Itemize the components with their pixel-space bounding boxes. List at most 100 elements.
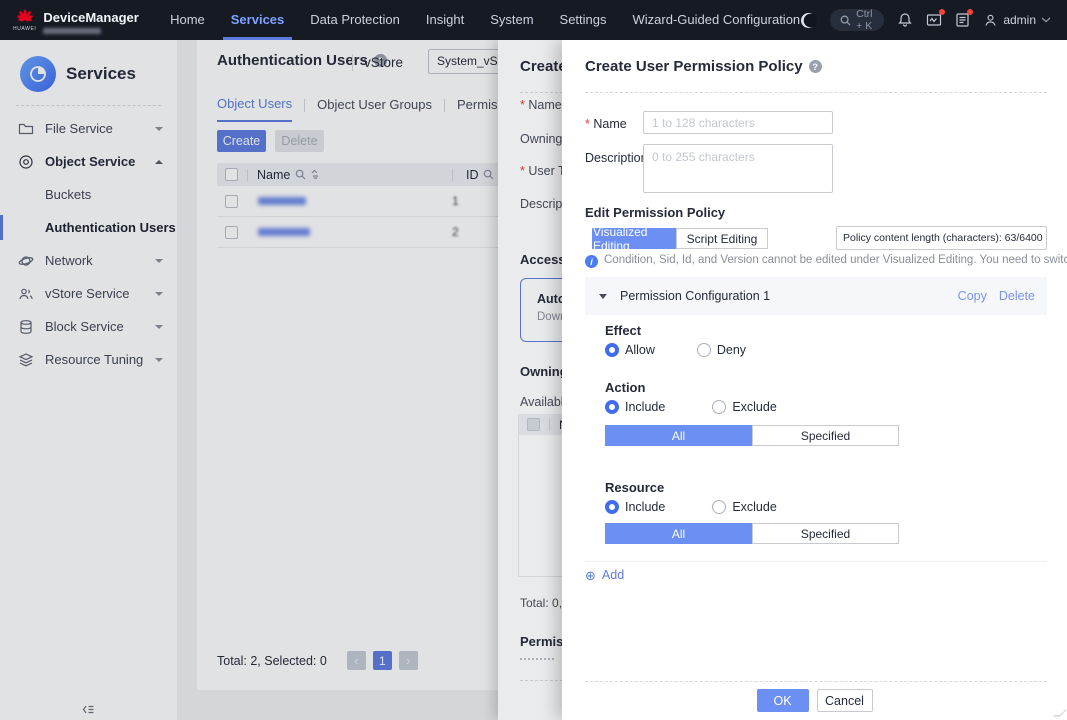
product-name: DeviceManager: [43, 10, 139, 25]
brand: HUAWEI DeviceManager: [0, 6, 158, 34]
page-title: Authentication Users: [217, 52, 387, 69]
segment-all[interactable]: All: [605, 523, 752, 544]
editing-mode-tabs: Visualized Editing Script Editing: [592, 225, 768, 253]
action-scope-segments: All Specified: [605, 425, 899, 446]
radio-exclude[interactable]: [712, 500, 727, 514]
select-all-checkbox[interactable]: [527, 418, 540, 431]
folder-icon: [18, 121, 34, 137]
performance-monitor-icon[interactable]: [926, 9, 946, 28]
row-checkbox[interactable]: [225, 194, 238, 208]
cancel-button[interactable]: Cancel: [816, 689, 873, 712]
plus-circle-icon: ⊕: [585, 567, 596, 583]
name-input[interactable]: [643, 111, 833, 134]
action-heading: Action: [605, 380, 646, 395]
nav-item-system[interactable]: System: [490, 12, 534, 27]
prev-page-button[interactable]: [346, 651, 366, 670]
segment-specified[interactable]: Specified: [752, 523, 899, 544]
tab-object-user-groups[interactable]: Object User Groups: [317, 97, 433, 112]
nav-item-insight[interactable]: Insight: [425, 12, 465, 27]
radio-deny[interactable]: [696, 343, 711, 357]
sort-icon: [311, 169, 319, 179]
nav-item-settings[interactable]: Settings: [559, 12, 607, 27]
effect-options: Allow Deny: [605, 343, 746, 357]
global-search[interactable]: Ctrl + K: [830, 8, 885, 32]
drawer-name-label: Name: [520, 98, 561, 112]
user-name-link-redacted[interactable]: [258, 197, 306, 205]
name-column-header[interactable]: Name: [257, 167, 291, 182]
device-name-redacted: [43, 28, 102, 34]
nav-right-cluster: Ctrl + K: [800, 8, 1067, 32]
owning-heading: Owning: [520, 364, 568, 379]
collapse-sidebar-icon[interactable]: [82, 704, 95, 715]
table-footer: Total: 2, Selected: 0 1: [217, 651, 418, 670]
chevron-down-icon: [1041, 17, 1051, 23]
collapse-caret-icon[interactable]: [599, 293, 607, 299]
layers-icon: [18, 352, 34, 368]
vstore-select[interactable]: System_vStore: [428, 49, 503, 74]
nav-item-home[interactable]: Home: [170, 12, 205, 27]
segment-specified[interactable]: Specified: [752, 425, 899, 446]
permission-configuration-header: Permission Configuration 1 Copy Delete: [585, 277, 1047, 315]
radio-exclude[interactable]: [712, 400, 727, 414]
copy-link[interactable]: Copy: [957, 289, 987, 303]
target-icon: [18, 154, 34, 170]
user-id: 2: [452, 225, 459, 239]
id-column-header[interactable]: ID: [466, 167, 479, 182]
segment-all[interactable]: All: [605, 425, 752, 446]
select-all-checkbox[interactable]: [225, 168, 238, 181]
policy-content-length: Policy content length (characters): 63/6…: [836, 226, 1047, 250]
search-icon: [840, 15, 851, 26]
next-page-button[interactable]: [398, 651, 418, 670]
description-input[interactable]: [643, 144, 833, 193]
current-page[interactable]: 1: [372, 651, 392, 670]
radio-include[interactable]: [605, 400, 619, 414]
help-icon[interactable]: [808, 60, 822, 73]
sidebar-item-file-service[interactable]: File Service: [0, 112, 177, 145]
pagination: 1: [346, 651, 418, 670]
sidebar-item-vstore-service[interactable]: vStore Service: [0, 277, 177, 310]
tab-visualized-editing[interactable]: Visualized Editing: [592, 225, 676, 253]
delete-link[interactable]: Delete: [998, 289, 1035, 303]
user-name-link-redacted[interactable]: [258, 228, 310, 236]
tab-script-editing[interactable]: Script Editing: [676, 228, 768, 249]
sidebar-item-object-service[interactable]: Object Service: [0, 145, 177, 178]
sidebar-item-network[interactable]: Network: [0, 244, 177, 277]
ok-button[interactable]: OK: [756, 689, 809, 712]
sidebar-divider: [16, 105, 161, 106]
nav-item-wizard-guided-configuration[interactable]: Wizard-Guided Configuration: [632, 12, 801, 27]
search-icon: [483, 169, 493, 180]
help-icon[interactable]: [373, 54, 387, 67]
radio-allow[interactable]: [605, 343, 619, 357]
sidebar-item-resource-tuning[interactable]: Resource Tuning: [0, 343, 177, 376]
nav-item-data-protection[interactable]: Data Protection: [310, 12, 400, 27]
search-icon: [296, 169, 306, 180]
tab-object-users[interactable]: Object Users: [217, 96, 293, 122]
action-options: Include Exclude: [605, 400, 777, 414]
theme-toggle-icon[interactable]: [800, 12, 818, 29]
title-divider: [352, 54, 353, 71]
drawer-dashes: [520, 658, 554, 660]
services-pie-icon: [20, 56, 56, 92]
sidebar-item-authentication-users[interactable]: Authentication Users: [0, 211, 177, 244]
vstore-label: vStore: [364, 55, 404, 70]
delete-button[interactable]: Delete: [275, 130, 324, 152]
sidebar-item-block-service[interactable]: Block Service: [0, 310, 177, 343]
task-list-icon[interactable]: [955, 9, 974, 28]
network-globe-icon: [18, 253, 34, 269]
create-button[interactable]: Create: [217, 130, 266, 152]
add-permission-configuration[interactable]: ⊕ Add: [585, 567, 625, 583]
sidebar-item-buckets[interactable]: Buckets: [45, 187, 92, 202]
editing-note: Condition, Sid, Id, and Version cannot b…: [585, 254, 1067, 268]
alert-badge: [939, 9, 946, 15]
radio-include[interactable]: [605, 500, 619, 514]
permission-configuration-title: Permission Configuration 1: [620, 289, 771, 303]
row-checkbox[interactable]: [225, 225, 238, 239]
notifications-bell-icon[interactable]: [897, 12, 913, 28]
chevron-up-icon: [155, 159, 163, 164]
nav-item-services[interactable]: Services: [222, 0, 292, 40]
task-badge: [967, 9, 974, 15]
primary-nav: Home Services Data Protection Insight Sy…: [170, 0, 800, 40]
user-menu[interactable]: admin: [983, 13, 1051, 28]
users-icon: [18, 286, 34, 302]
drawer-title: Create: [520, 58, 567, 75]
